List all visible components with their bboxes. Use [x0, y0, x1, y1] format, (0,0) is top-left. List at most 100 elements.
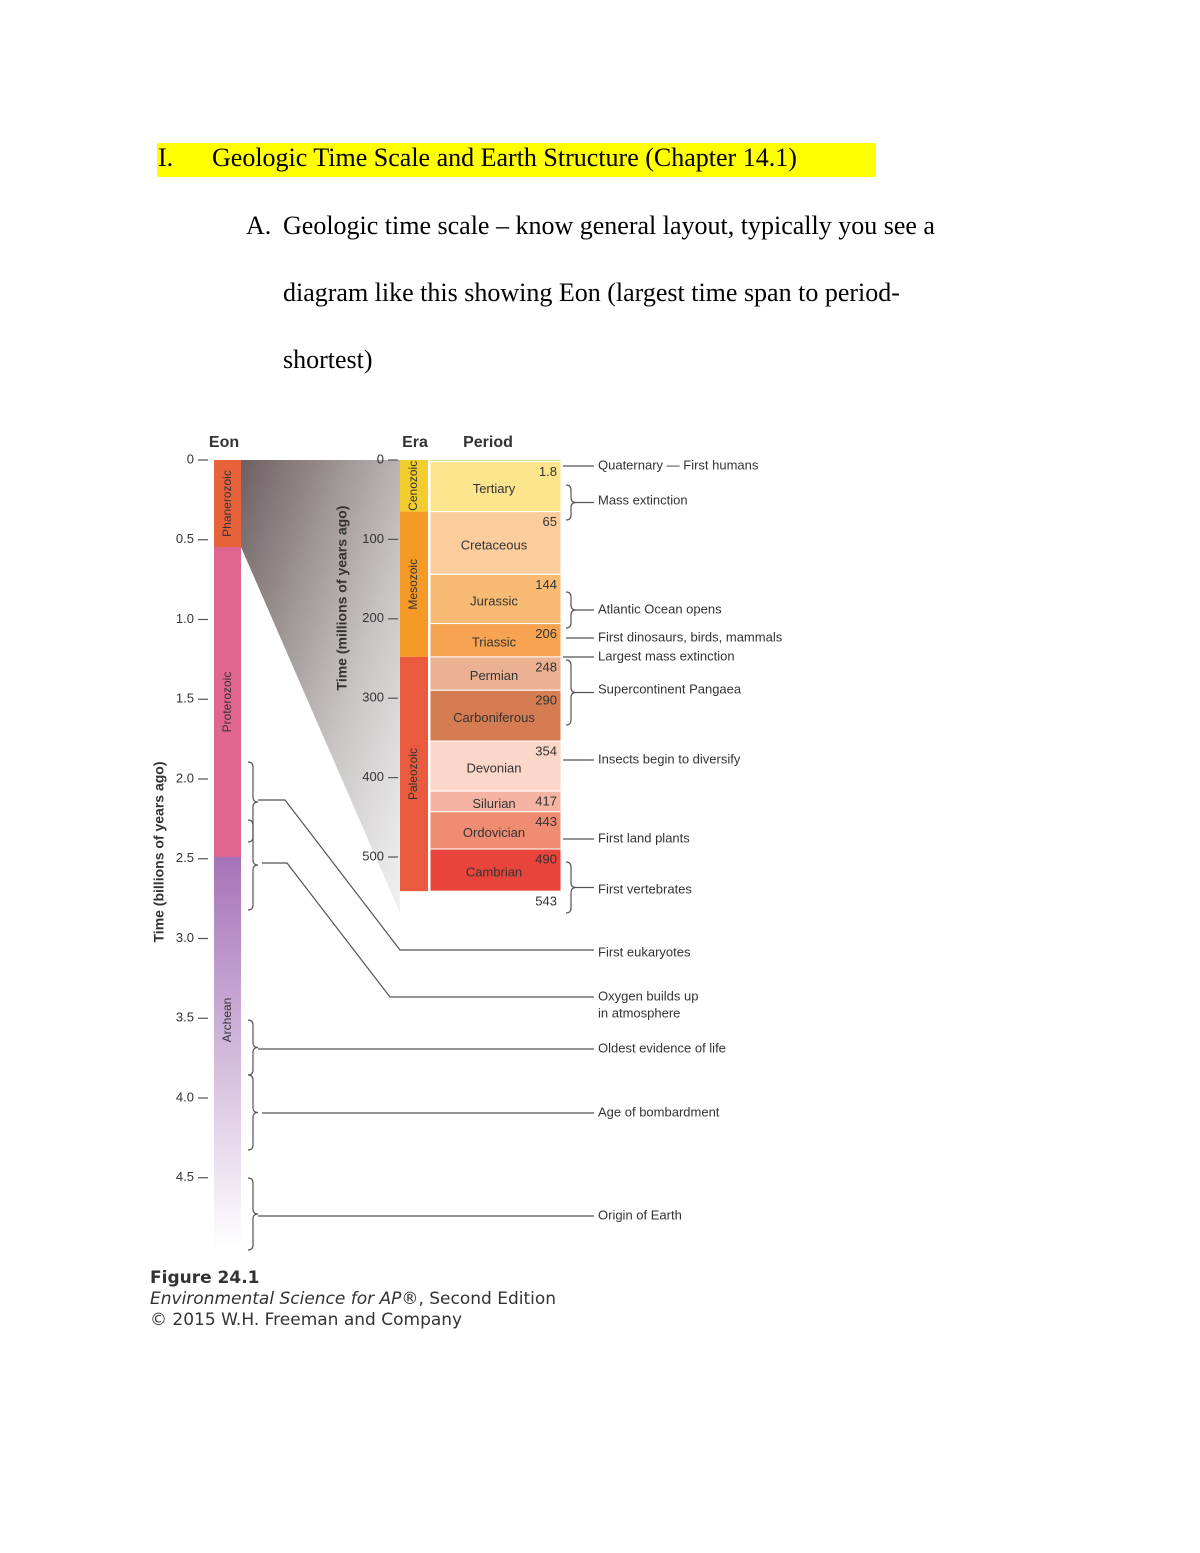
tick-label: 2.5 [176, 850, 194, 865]
tick-label: 3.0 [176, 930, 194, 945]
boundary-label: 1.8 [539, 464, 557, 479]
event-bracket [247, 1019, 259, 1076]
event-bracket [565, 484, 577, 521]
event-label: Atlantic Ocean opens [598, 601, 722, 616]
tick-label: 400 [362, 769, 384, 784]
item-line: Geologic time scale – know general layou… [283, 211, 935, 240]
period-box [429, 848, 562, 892]
event-bracket [565, 659, 577, 726]
event-label: Largest mass extinction [598, 648, 735, 663]
tick-label: 2.0 [176, 770, 194, 785]
tick-label: 4.5 [176, 1169, 194, 1184]
era-bar [400, 656, 428, 892]
period-box [429, 573, 562, 625]
period-box [429, 511, 562, 575]
tick-label: 1.0 [176, 611, 194, 626]
item-label: A. [246, 211, 272, 240]
event-bracket [565, 861, 577, 914]
period-label: Jurassic [470, 593, 518, 608]
event-bracket [247, 819, 259, 911]
event-label: First vertebrates [598, 881, 692, 896]
period-label: Silurian [472, 796, 515, 811]
tick-label: 300 [362, 690, 384, 705]
eon-bar [214, 547, 241, 857]
event-label: First land plants [598, 830, 690, 845]
period-label: Permian [470, 668, 518, 683]
period-label: Cambrian [466, 865, 522, 880]
tick-label: 3.5 [176, 1010, 194, 1025]
eon-header: Eon [209, 434, 239, 451]
right-axis-label: Time (millions of years ago) [334, 506, 350, 691]
boundary-label: 354 [535, 744, 557, 759]
boundary-label: 417 [535, 794, 557, 809]
eon-label: Archean [220, 998, 234, 1043]
tick-label: 200 [362, 610, 384, 625]
event-label: Age of bombardment [598, 1104, 720, 1119]
era-header: Era [402, 434, 428, 451]
item-line: shortest) [283, 345, 373, 374]
eon-bar [214, 460, 241, 547]
tick-label: 1.5 [176, 691, 194, 706]
left-axis-label: Time (billions of years ago) [151, 761, 167, 942]
period-label: Carboniferous [453, 710, 535, 725]
period-box [429, 460, 562, 513]
boundary-label: 443 [535, 814, 557, 829]
heading-text: Geologic Time Scale and Earth Structure … [212, 143, 797, 172]
tick-label: 0 [187, 451, 194, 466]
event-label: Insects begin to diversify [598, 751, 741, 766]
era-bar [400, 460, 428, 512]
period-label: Tertiary [473, 481, 516, 496]
tick-label: 4.0 [176, 1089, 194, 1104]
zoom-wedge [241, 460, 400, 913]
event-label: Oldest evidence of life [598, 1040, 726, 1055]
eon-bar [214, 857, 241, 1250]
item-line: diagram like this showing Eon (largest t… [283, 278, 900, 307]
period-label: Cretaceous [461, 537, 528, 552]
era-label: Paleozoic [406, 748, 420, 800]
boundary-label: 290 [535, 693, 557, 708]
boundary-label: 144 [535, 577, 557, 592]
period-label: Triassic [472, 635, 517, 650]
period-header: Period [463, 434, 513, 451]
boundary-label: 65 [543, 514, 557, 529]
caption-book: Environmental Science for AP® [150, 1289, 418, 1309]
tick-label: 0.5 [176, 531, 194, 546]
event-label: Quaternary — First humans [598, 457, 759, 472]
boundary-label: 248 [535, 659, 557, 674]
caption-copyright: © 2015 W.H. Freeman and Company [150, 1310, 462, 1330]
heading-highlight [157, 143, 876, 177]
caption-title: Figure 24.1 [150, 1268, 260, 1288]
event-bracket [247, 1177, 259, 1251]
period-box [429, 740, 562, 792]
eon-label: Phanerozoic [220, 470, 234, 537]
event-label: in atmosphere [598, 1005, 680, 1020]
era-bar [400, 511, 428, 657]
event-label: First dinosaurs, birds, mammals [598, 629, 783, 644]
era-label: Mesozoic [406, 559, 420, 610]
event-label: Oxygen builds up [598, 988, 698, 1003]
boundary-label: 543 [535, 894, 557, 909]
heading-number: I. [158, 143, 174, 172]
eon-label: Proterozoic [220, 672, 234, 733]
era-label: Cenozoic [406, 461, 420, 511]
event-label: Origin of Earth [598, 1207, 682, 1222]
event-label: First eukaryotes [598, 944, 691, 959]
tick-label: 500 [362, 848, 384, 863]
period-box [430, 460, 561, 462]
tick-label: 100 [362, 531, 384, 546]
event-bracket [247, 1074, 259, 1151]
caption-edition: , Second Edition [418, 1289, 556, 1309]
tick-label: 0 [377, 451, 384, 466]
event-label: Supercontinent Pangaea [598, 681, 742, 696]
boundary-label: 490 [535, 851, 557, 866]
event-connector [258, 799, 594, 951]
boundary-label: 206 [535, 626, 557, 641]
event-label: Mass extinction [598, 492, 688, 507]
period-label: Ordovician [463, 825, 525, 840]
period-label: Devonian [467, 761, 522, 776]
event-bracket [565, 591, 577, 629]
caption-book-line: Environmental Science for AP®, Second Ed… [150, 1289, 556, 1309]
